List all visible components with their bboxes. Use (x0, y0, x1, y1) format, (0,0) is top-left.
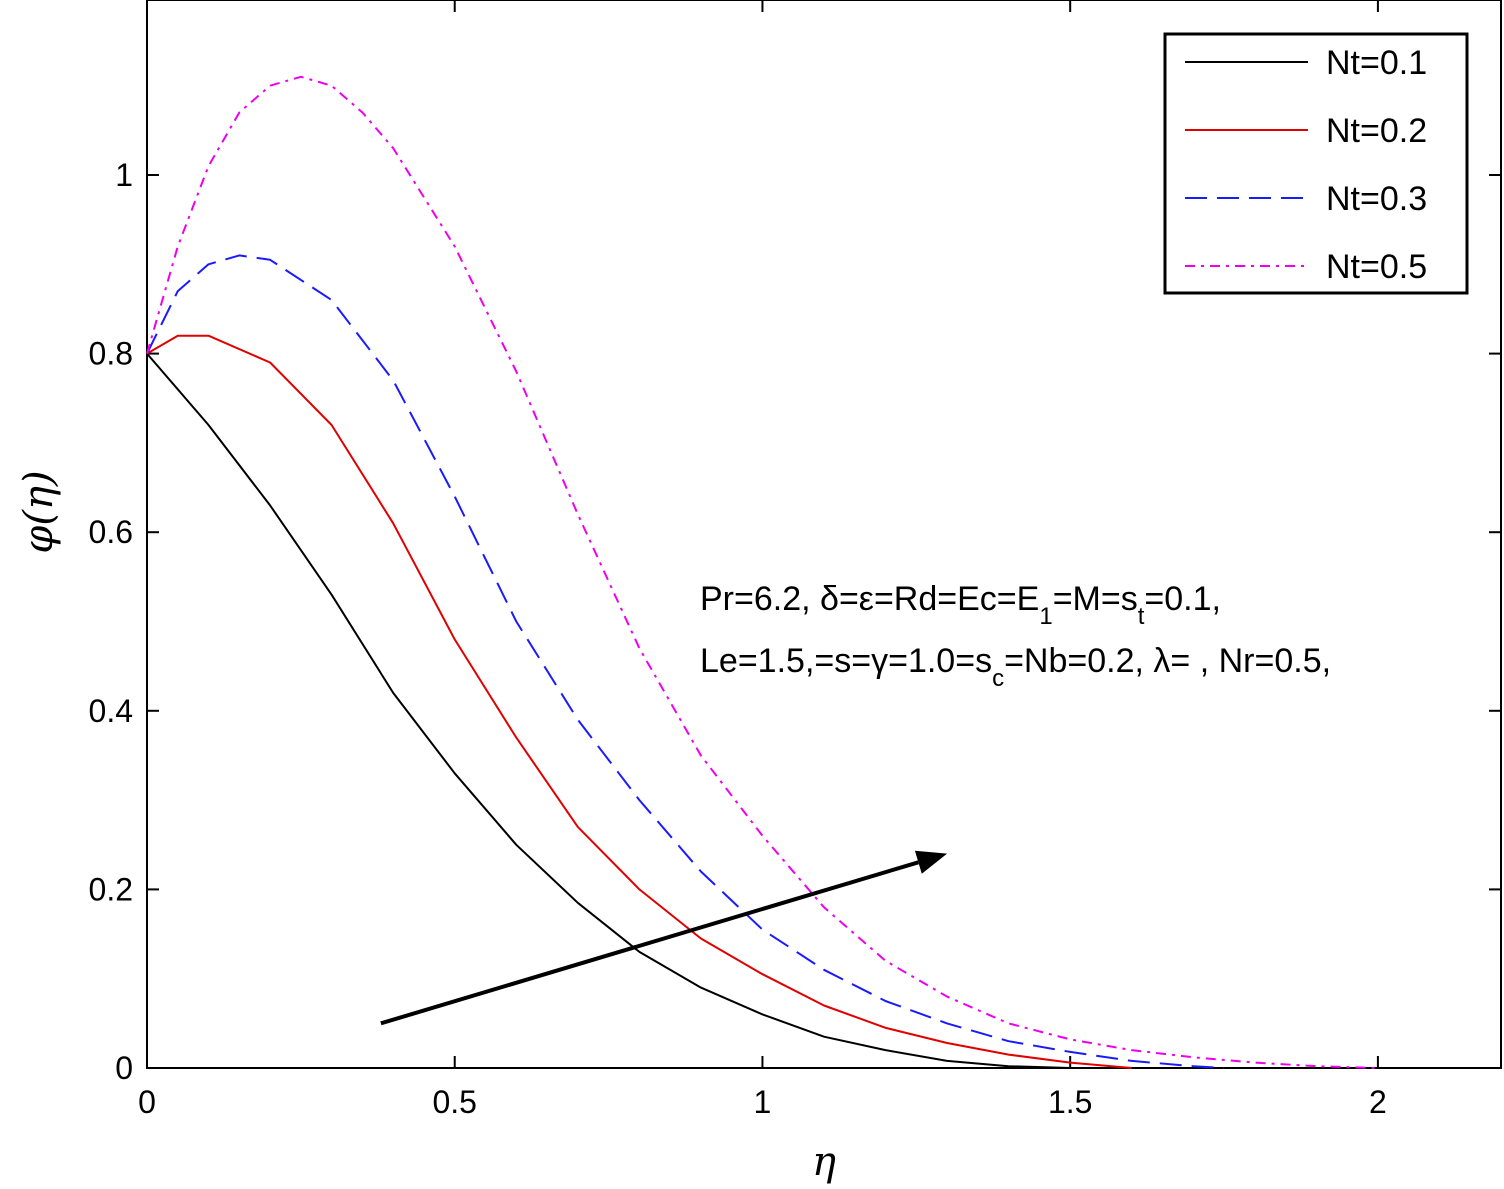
y-axis-label: φ(η) (16, 470, 62, 553)
x-tick-label: 0.5 (432, 1084, 476, 1120)
x-axis-label: η (812, 1139, 836, 1185)
y-tick-label: 0.4 (89, 693, 133, 729)
legend-label-3: Nt=0.3 (1326, 180, 1427, 218)
x-tick-label: 0 (138, 1084, 156, 1120)
y-tick-label: 0.6 (89, 514, 133, 550)
x-tick-label: 1 (754, 1084, 772, 1120)
x-tick-label: 2 (1369, 1084, 1387, 1120)
legend: Nt=0.1 Nt=0.2 Nt=0.3 Nt=0.5 (1165, 34, 1467, 293)
y-tick-label: 0.2 (89, 871, 133, 907)
legend-label-4: Nt=0.5 (1326, 248, 1427, 286)
y-tick-label: 0 (115, 1050, 133, 1086)
x-tick-label: 1.5 (1048, 1084, 1092, 1120)
y-tick-label: 0.8 (89, 336, 133, 372)
y-tick-label: 1 (115, 157, 133, 193)
legend-label-1: Nt=0.1 (1326, 44, 1427, 82)
legend-label-2: Nt=0.2 (1326, 112, 1427, 150)
